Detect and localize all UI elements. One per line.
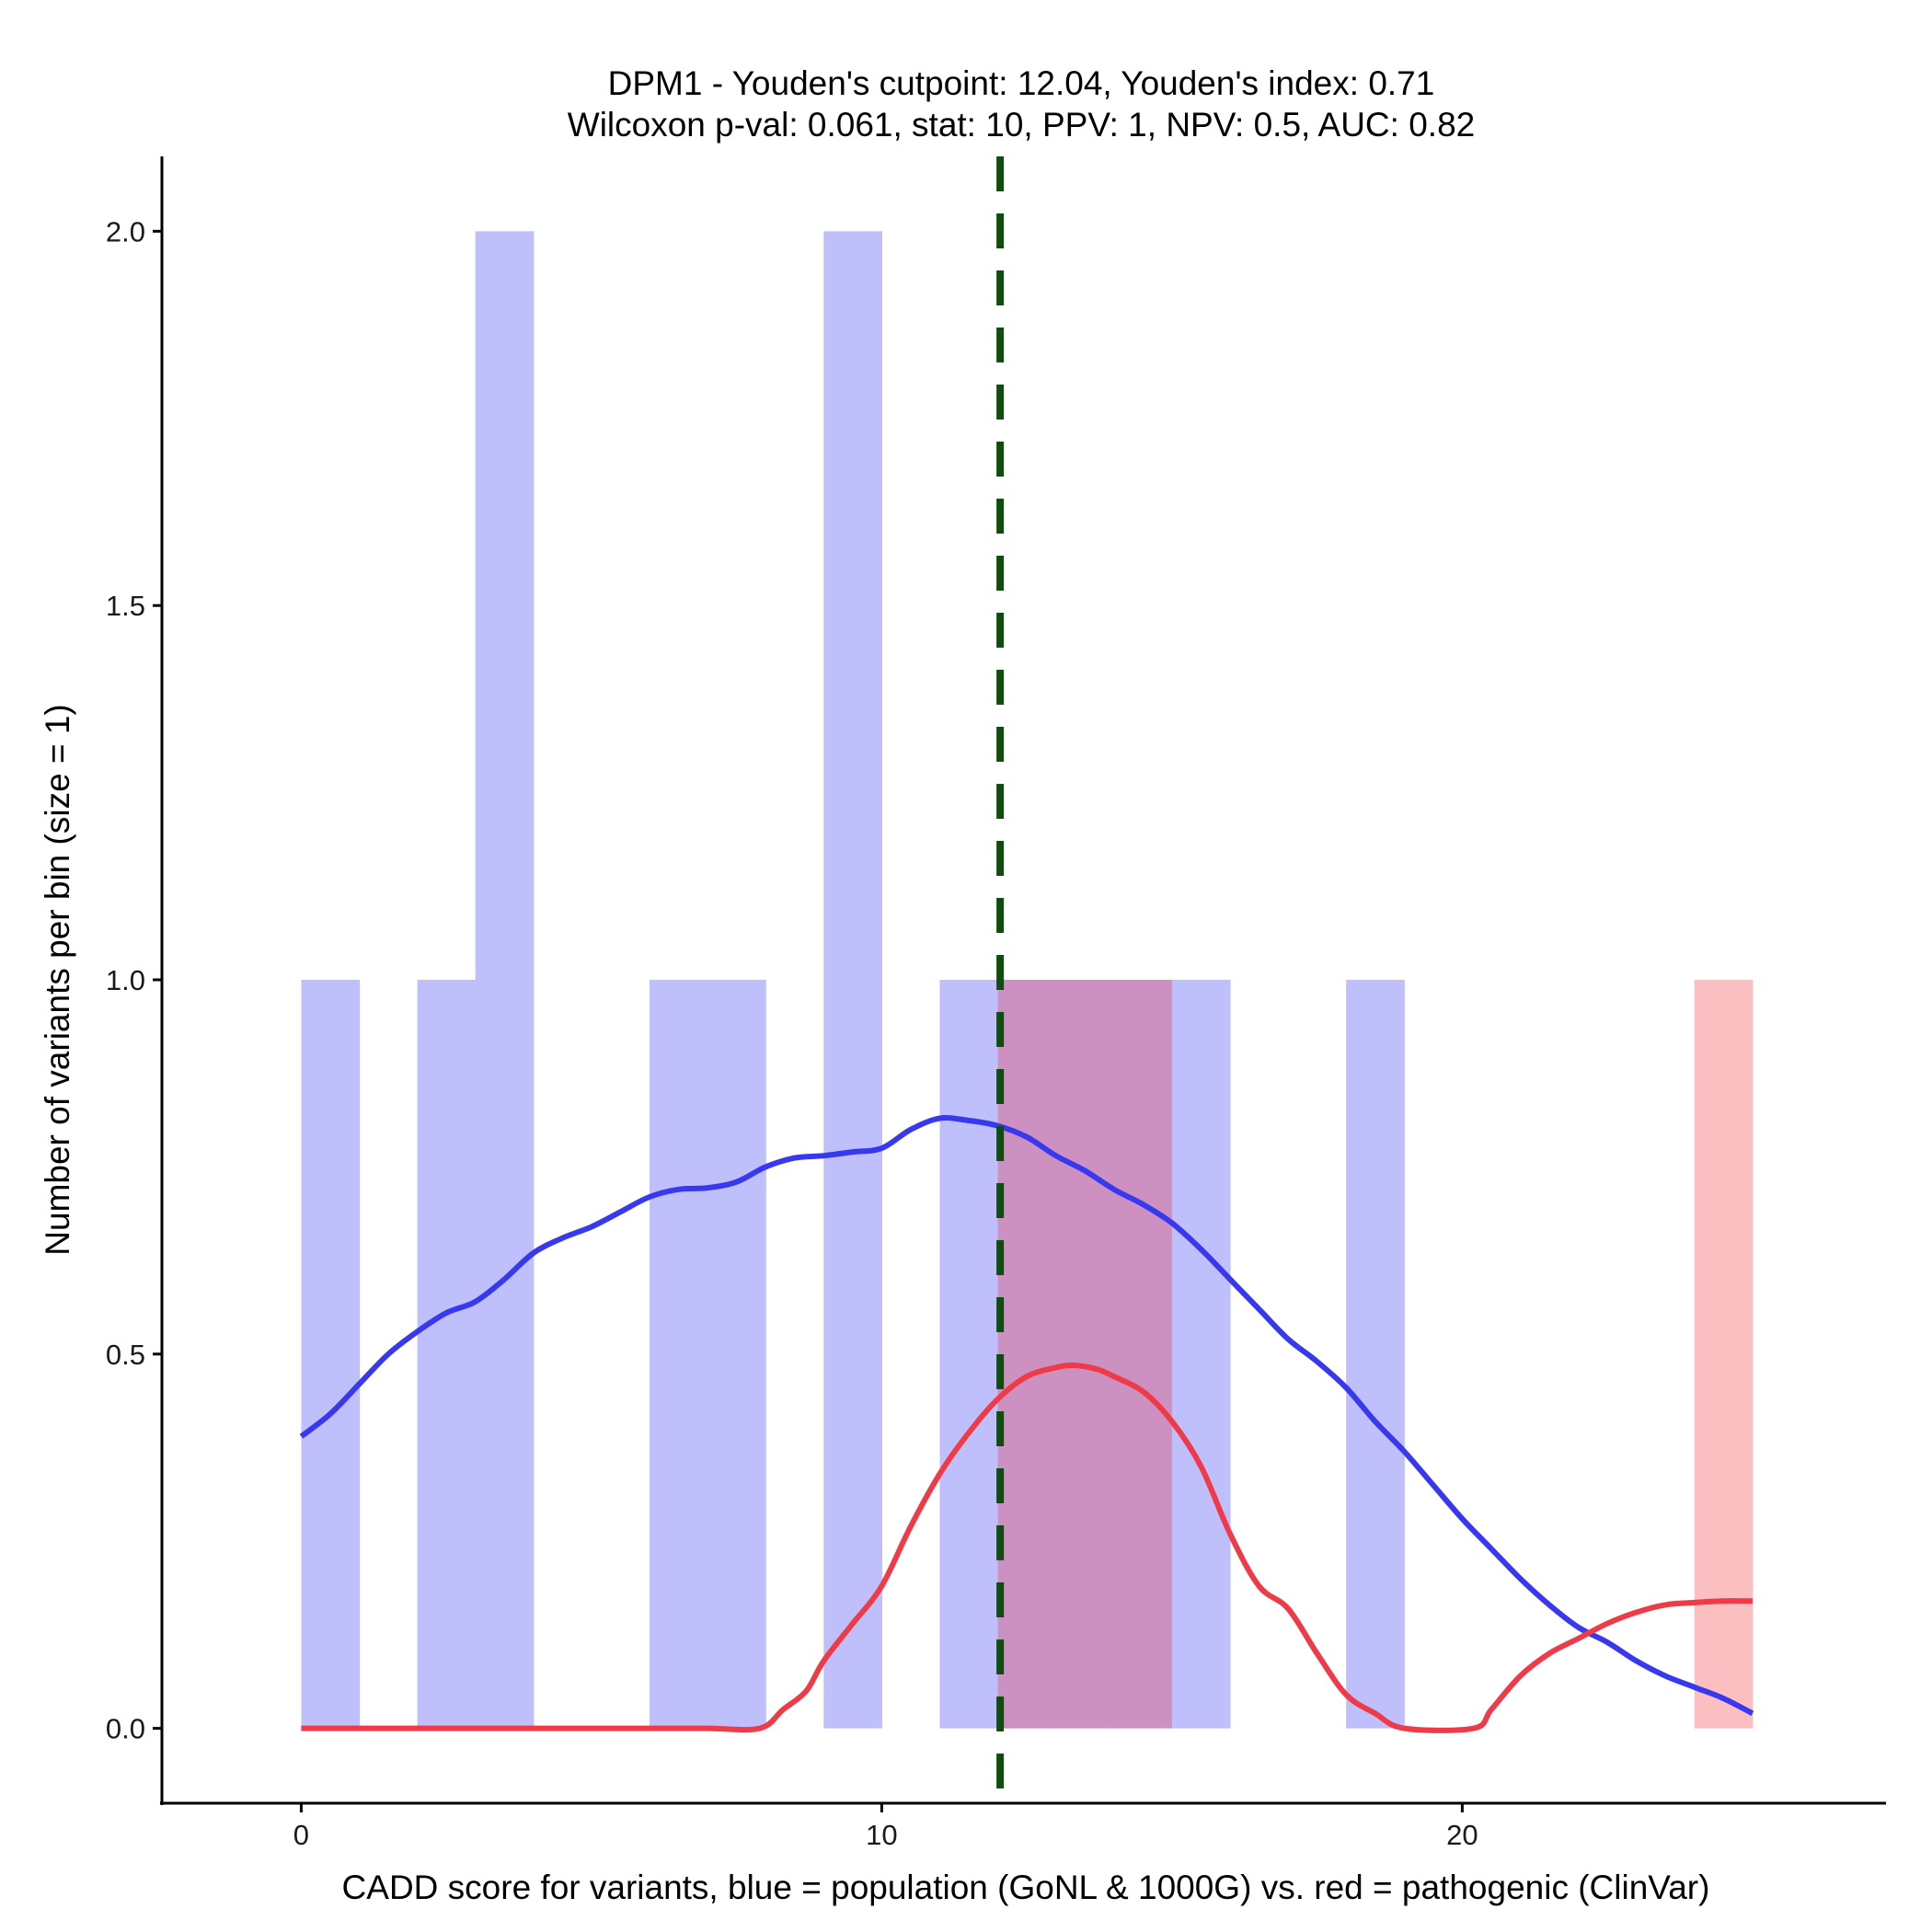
chart-title-line-2: Wilcoxon p-val: 0.061, stat: 10, PPV: 1,… xyxy=(568,106,1475,144)
population-bar-3 xyxy=(650,980,708,1729)
pathogenic-density-line xyxy=(301,1362,1753,1733)
y-axis-title: Number of variants per bin (size = 1) xyxy=(39,704,76,1255)
y-tick-label-1: 0.5 xyxy=(106,1339,145,1371)
population-bar-2 xyxy=(475,231,535,1729)
x-tick-label-0: 0 xyxy=(293,1819,309,1851)
chart-title-line-1: DPM1 - Youden's cutpoint: 12.04, Youden'… xyxy=(608,64,1435,102)
population-bar-0 xyxy=(301,980,361,1729)
pathogenic-bar-3 xyxy=(1694,980,1754,1729)
population-bar-7 xyxy=(997,980,1057,1729)
population-bar-1 xyxy=(417,980,477,1729)
y-tick-label-4: 2.0 xyxy=(106,215,145,247)
population-bar-8 xyxy=(1055,980,1115,1729)
y-tick-label-2: 1.0 xyxy=(106,964,145,996)
x-axis-title: CADD score for variants, blue = populati… xyxy=(342,1869,1710,1906)
population-bar-4 xyxy=(707,980,766,1729)
x-tick-label-1: 10 xyxy=(866,1819,897,1851)
population-bar-11 xyxy=(1346,980,1405,1729)
y-tick-label-0: 0.0 xyxy=(106,1713,145,1745)
axes: 0.0 0.5 1.0 1.5 2.0 0 10 20 xyxy=(106,156,1886,1851)
x-tick-label-2: 20 xyxy=(1446,1819,1478,1851)
population-bar-6 xyxy=(939,980,999,1729)
population-bar-10 xyxy=(1171,980,1231,1729)
density-curves xyxy=(299,1115,1754,1733)
population-bar-9 xyxy=(1113,980,1173,1729)
histogram-bars xyxy=(301,231,1754,1729)
population-density-line xyxy=(299,1115,1754,1717)
population-bar-5 xyxy=(823,231,883,1729)
y-tick-label-3: 1.5 xyxy=(106,590,145,622)
